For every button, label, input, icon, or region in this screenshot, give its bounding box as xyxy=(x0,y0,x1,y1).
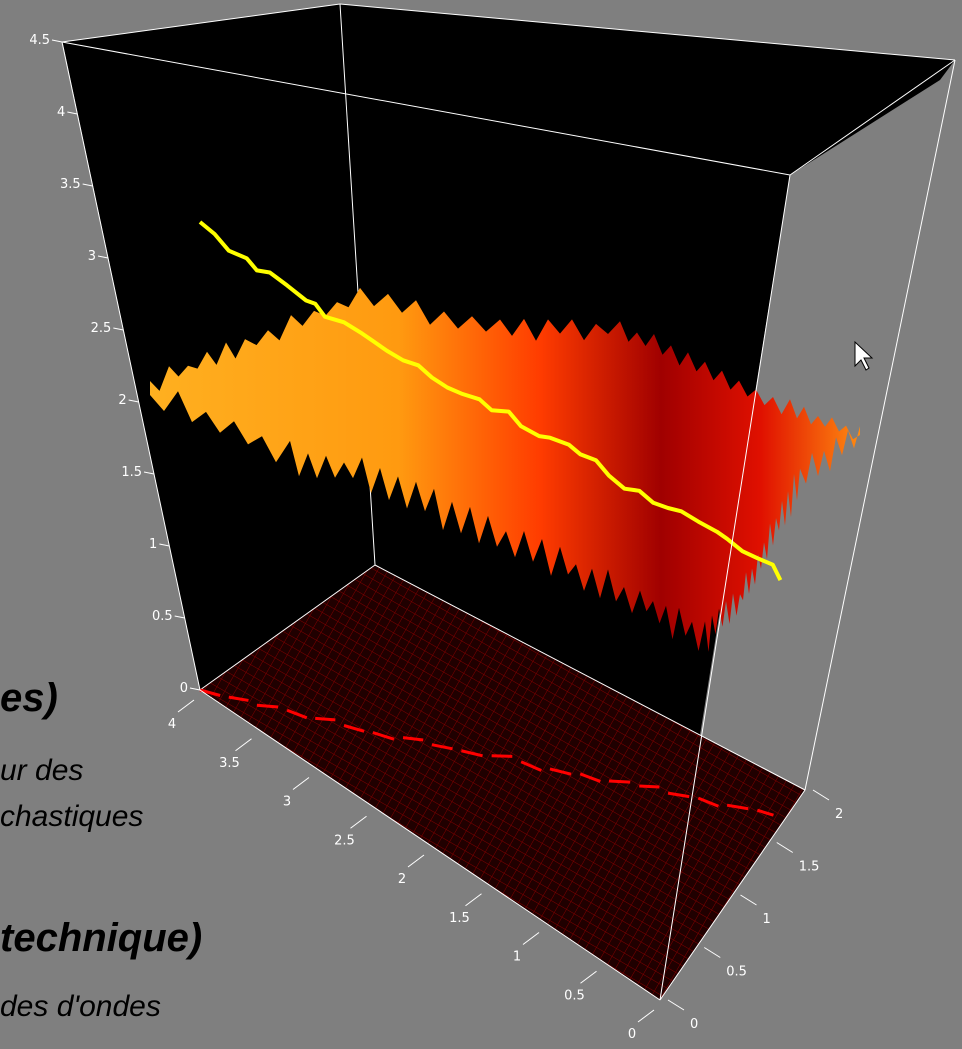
path-projection-segment xyxy=(315,716,336,722)
path-projection-segment xyxy=(372,731,395,741)
z-tick-label: 3.5 xyxy=(60,177,81,192)
z-tick-label: 2.5 xyxy=(91,321,112,336)
path-projection-segment xyxy=(579,772,601,783)
z-tick-label: 4.5 xyxy=(29,33,50,48)
path-projection-segment xyxy=(726,803,749,811)
x-tick-mark xyxy=(177,699,195,713)
x-tick-mark xyxy=(350,815,367,829)
y-tick-label: 0.5 xyxy=(726,965,747,980)
y-tick-mark xyxy=(740,894,757,906)
path-projection-segment xyxy=(639,784,660,789)
y-tick-mark xyxy=(812,789,830,801)
path-projection-segment xyxy=(461,749,483,758)
x-axis-ticks: 0 0.5 1 1.5 2 2.5 3 3.5 4 xyxy=(168,699,655,1042)
z-tick-label: 2 xyxy=(118,393,126,408)
path-projection-segment xyxy=(697,796,720,808)
x-tick-label: 1 xyxy=(513,950,521,965)
y-tick-mark xyxy=(776,842,794,853)
plot-floor-grid xyxy=(200,565,805,1000)
mouse-cursor-icon xyxy=(854,340,874,371)
path-projection-segment xyxy=(608,779,631,784)
x-tick-mark xyxy=(465,893,482,907)
slide-heading-fragment-1: es) xyxy=(0,676,58,720)
path-projection-segment xyxy=(756,808,774,817)
path-projection-segment xyxy=(286,708,308,720)
x-tick-mark xyxy=(522,932,540,945)
y-tick-mark xyxy=(703,947,721,958)
z-tick-label: 4 xyxy=(57,105,65,120)
path-projection-segment xyxy=(431,743,453,751)
slide-text-fragment-2: chastiques xyxy=(0,800,144,833)
x-tick-label: 0.5 xyxy=(564,988,585,1003)
slide-heading-fragment-2: technique) xyxy=(0,916,203,960)
slide-text-fragment-3: des d'ondes xyxy=(0,990,161,1023)
z-tick-mark xyxy=(159,543,170,547)
z-tick-mark xyxy=(67,111,78,115)
z-tick-label: 1 xyxy=(149,537,157,552)
y-tick-label: 0 xyxy=(690,1017,698,1032)
path-projection-segment xyxy=(256,703,279,709)
x-tick-mark xyxy=(580,970,597,984)
z-tick-label: 1.5 xyxy=(121,465,142,480)
plot-box-front-edges xyxy=(61,3,956,1001)
y-tick-label: 1.5 xyxy=(799,860,820,875)
path-projection-segment xyxy=(520,760,542,772)
z-tick-label: 0.5 xyxy=(152,609,173,624)
z-tick-label: 0 xyxy=(180,681,188,696)
x-tick-mark xyxy=(235,738,252,752)
surface-mesh xyxy=(150,287,860,652)
y-tick-label: 1 xyxy=(763,912,771,927)
y-tick-mark xyxy=(667,999,685,1011)
path-projection xyxy=(199,688,774,817)
y-tick-label: 2 xyxy=(835,807,843,822)
slide-text-fragment-1: ur des xyxy=(0,754,84,787)
z-tick-mark xyxy=(143,471,155,475)
x-tick-mark xyxy=(407,854,425,868)
x-tick-label: 4 xyxy=(168,717,176,732)
x-tick-label: 3 xyxy=(283,795,291,810)
path-projection-segment xyxy=(199,688,221,697)
z-tick-mark xyxy=(174,615,185,619)
path-projection-segment xyxy=(667,791,690,799)
path-projection-segment xyxy=(549,767,572,776)
x-tick-label: 3.5 xyxy=(219,756,240,771)
z-tick-label: 3 xyxy=(88,249,96,264)
z-tick-mark xyxy=(97,255,109,259)
z-tick-mark xyxy=(128,399,139,403)
z-tick-mark xyxy=(189,687,201,691)
z-tick-mark xyxy=(51,39,63,43)
path-projection-segment xyxy=(402,736,424,742)
x-tick-label: 2 xyxy=(398,872,406,887)
path-3d-line xyxy=(198,220,783,581)
path-projection-segment xyxy=(228,695,249,702)
x-tick-label: 1.5 xyxy=(449,911,470,926)
x-tick-mark xyxy=(292,777,310,790)
z-tick-mark xyxy=(82,183,93,187)
x-tick-label: 0 xyxy=(628,1027,636,1042)
x-tick-label: 2.5 xyxy=(334,833,355,848)
x-tick-mark xyxy=(637,1009,655,1023)
path-projection-segment xyxy=(343,724,365,733)
z-tick-mark xyxy=(113,327,124,331)
z-axis-ticks: 0 0.5 1 1.5 2 2.5 3 3.5 4 4.5 xyxy=(29,33,201,696)
y-axis-ticks: 0 0.5 1 1.5 2 xyxy=(667,789,843,1032)
path-projection-segment xyxy=(491,754,513,758)
